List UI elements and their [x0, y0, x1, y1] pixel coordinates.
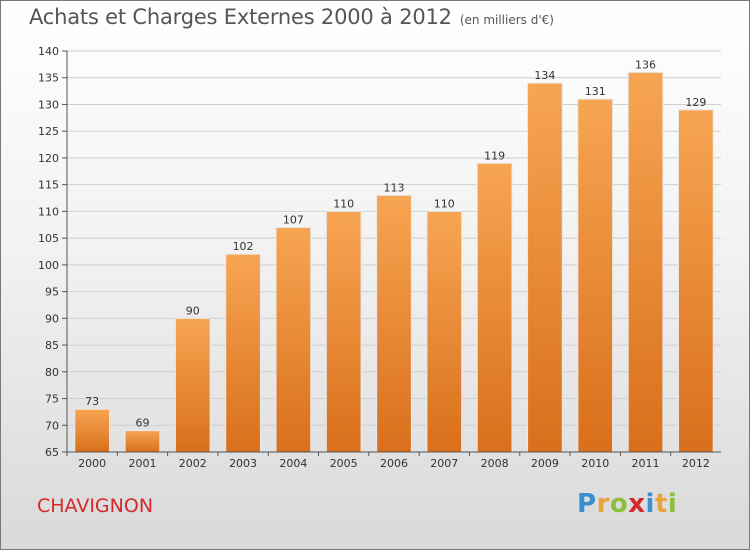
y-tick-label: 130 [38, 98, 59, 111]
bar-2009 [527, 82, 563, 453]
bar-2004 [275, 226, 312, 453]
bar-2012 [677, 109, 714, 453]
bar-2007 [426, 210, 463, 453]
y-tick-label: 85 [45, 339, 59, 352]
chart-title: Achats et Charges Externes 2000 à 2012 [29, 5, 452, 29]
x-tick-label: 2009 [531, 457, 559, 470]
logo-letter: i [645, 489, 655, 519]
x-tick-label: 2005 [330, 457, 358, 470]
value-label: 73 [85, 395, 99, 408]
logo-letter: x [628, 489, 646, 519]
y-tick-label: 75 [45, 393, 59, 406]
logo-letter: t [654, 489, 668, 519]
x-tick-label: 2004 [279, 457, 307, 470]
bar-2008 [476, 162, 513, 453]
logo-letter: r [596, 489, 610, 519]
y-tick-label: 140 [38, 45, 59, 58]
bar-2006 [376, 194, 412, 453]
x-tick-label: 2000 [78, 457, 106, 470]
logo-letter: P [577, 489, 597, 519]
bar-2011 [627, 71, 664, 453]
value-label: 134 [534, 69, 555, 82]
value-label: 90 [186, 304, 200, 317]
logo-letter: i [667, 489, 678, 519]
y-tick-label: 120 [38, 152, 59, 165]
y-tick-label: 135 [38, 72, 59, 85]
axes [62, 50, 721, 456]
y-tick-label: 100 [38, 259, 59, 272]
x-tick-label: 2008 [481, 457, 509, 470]
bar-2003 [225, 253, 261, 453]
logo-letter: o [609, 489, 629, 519]
y-tick-label: 110 [38, 205, 59, 218]
value-label: 102 [233, 240, 254, 253]
value-label: 129 [685, 96, 706, 109]
x-tick-label: 2007 [430, 457, 458, 470]
value-label: 69 [135, 417, 149, 430]
y-tick-label: 80 [45, 366, 59, 379]
value-label: 136 [635, 58, 656, 71]
y-tick-label: 105 [38, 232, 59, 245]
bar-2002 [174, 317, 211, 453]
x-tick-label: 2002 [179, 457, 207, 470]
x-tick-label: 2010 [581, 457, 609, 470]
bar-2000 [74, 408, 111, 453]
value-label: 113 [384, 181, 405, 194]
y-tick-label: 70 [45, 419, 59, 432]
bar-2005 [325, 210, 362, 453]
y-tick-label: 95 [45, 286, 59, 299]
proxiti-logo: Proxiti [577, 489, 677, 519]
bar-2010 [577, 98, 614, 453]
value-label: 110 [333, 197, 354, 210]
bars [74, 71, 714, 453]
chart-title-block: Achats et Charges Externes 2000 à 2012 (e… [29, 5, 554, 29]
commune-name: CHAVIGNON [37, 495, 154, 517]
x-tick-label: 2012 [682, 457, 710, 470]
bar-2001 [124, 430, 161, 453]
y-tick-label: 90 [45, 312, 59, 325]
y-tick-label: 125 [38, 125, 59, 138]
chart-unit: (en milliers d'€) [459, 13, 554, 27]
x-tick-label: 2006 [380, 457, 408, 470]
x-tick-label: 2001 [128, 457, 156, 470]
x-tick-label: 2011 [632, 457, 660, 470]
value-label: 119 [484, 149, 505, 162]
y-tick-label: 115 [38, 179, 59, 192]
value-label: 107 [283, 213, 304, 226]
value-label: 131 [585, 85, 606, 98]
x-tick-label: 2003 [229, 457, 257, 470]
labels: 65 70 75 80 85 90 95 100 105 110 115 120 125 130 135 14… [38, 45, 710, 470]
value-label: 110 [434, 197, 455, 210]
y-tick-label: 65 [45, 446, 59, 459]
